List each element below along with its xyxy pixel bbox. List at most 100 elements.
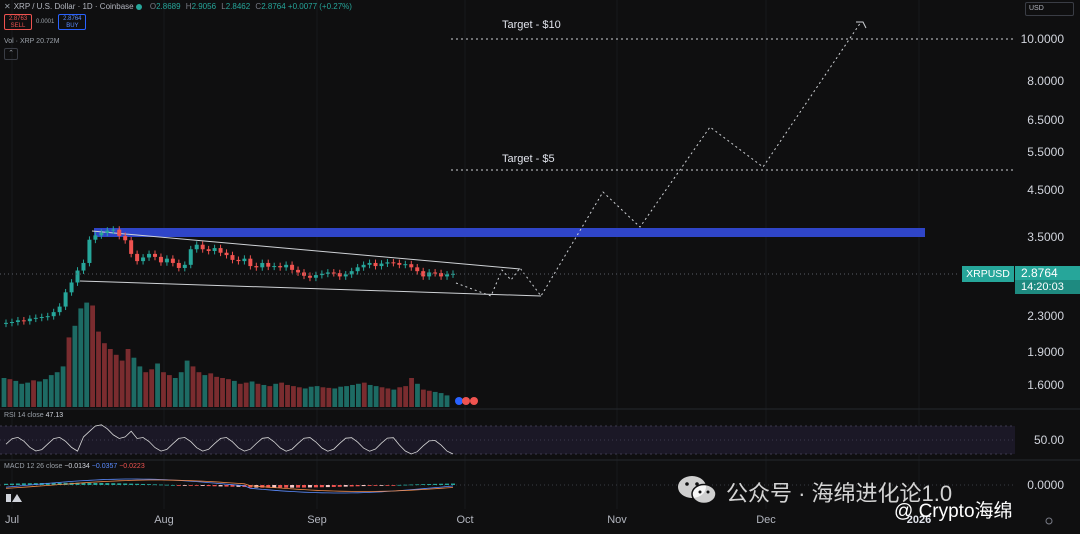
candle — [230, 255, 235, 260]
volume-bar — [438, 393, 444, 407]
sell-button[interactable]: 2.8763 SELL — [4, 14, 32, 30]
volume-bar — [332, 388, 338, 407]
spread-value: 0.0001 — [36, 19, 55, 25]
macd-bar — [170, 484, 175, 486]
macd-bar — [391, 485, 396, 486]
watermark-account: 公众号 · 海绵进化论1.0 — [726, 481, 953, 506]
candle — [272, 266, 277, 268]
candle — [373, 262, 378, 267]
macd-bar — [135, 483, 140, 485]
macd-bar — [230, 485, 235, 487]
volume-bar — [7, 379, 13, 407]
chevron-up-icon[interactable]: ⌃ — [4, 48, 18, 60]
candle — [415, 267, 420, 272]
candle — [57, 306, 62, 313]
macd-bar — [57, 482, 62, 485]
macd-bar — [153, 484, 157, 486]
macd-bar — [343, 485, 348, 487]
volume-bar — [403, 386, 409, 407]
volume-bar — [385, 388, 391, 407]
volume-bar — [420, 389, 426, 407]
candle — [385, 262, 390, 264]
candle — [355, 267, 360, 272]
volume-bar — [226, 379, 231, 407]
volume-bar — [202, 375, 208, 407]
rsi-axis-label: 50.00 — [1033, 433, 1064, 447]
wechat-icon — [678, 476, 717, 505]
macd-bar — [176, 485, 181, 486]
macd-legend: MACD 12 26 close −0.0134 −0.0357 −0.0223 — [4, 463, 145, 470]
watermark-author: @ Crypto海绵 — [894, 501, 1013, 522]
macd-bar — [141, 483, 146, 485]
volume-bar — [54, 372, 60, 407]
volume-bar — [90, 305, 95, 407]
currency-select[interactable]: USD — [1025, 2, 1074, 16]
low-value: 2.8462 — [225, 2, 251, 11]
volume-bar — [314, 386, 320, 407]
candle — [409, 264, 414, 268]
volume-legend: Vol · XRP 20.72M — [4, 38, 60, 45]
candle — [242, 258, 247, 262]
macd-bar — [248, 485, 253, 488]
macd-bar — [290, 485, 295, 488]
volume-bar — [231, 380, 237, 407]
volume-bar — [125, 349, 131, 407]
high-value: 2.9056 — [191, 2, 217, 11]
candle — [135, 253, 140, 262]
event-icons[interactable] — [455, 397, 478, 405]
trade-buttons: 2.8763 SELL 0.0001 2.8764 BUY — [4, 14, 87, 30]
volume-bar — [296, 387, 302, 407]
volume-bar — [190, 366, 196, 407]
volume-bar — [397, 387, 403, 407]
settings-gear-icon[interactable] — [1045, 517, 1053, 525]
volume-bar — [361, 382, 367, 407]
volume-bar — [415, 383, 420, 407]
macd-bar — [27, 483, 32, 485]
candle — [266, 262, 271, 267]
volume-bar — [350, 384, 355, 407]
candle — [349, 271, 354, 275]
macd-bar — [51, 482, 56, 485]
macd-bar — [337, 485, 342, 487]
candle — [379, 263, 384, 267]
volume-bar — [426, 390, 432, 407]
close-icon[interactable]: ✕ — [4, 2, 11, 11]
volume-bar — [137, 366, 143, 407]
macd-bar — [451, 483, 455, 485]
macd-bar — [45, 482, 50, 485]
candle — [206, 249, 211, 251]
candle — [69, 282, 74, 293]
rsi-band — [0, 426, 1015, 454]
candle — [75, 270, 80, 283]
volume-bar — [409, 378, 414, 407]
volume-bar — [1, 378, 7, 407]
volume-bar — [338, 386, 344, 407]
volume-bar — [220, 378, 225, 407]
candle — [307, 275, 312, 278]
candle — [397, 262, 402, 265]
macd-bar — [313, 485, 318, 488]
macd-bar — [224, 485, 229, 487]
macd-bar — [296, 485, 301, 488]
volume-bar — [367, 384, 373, 407]
candle — [21, 320, 26, 322]
macd-bar — [33, 483, 38, 485]
macd-bar — [21, 483, 26, 485]
candle — [445, 274, 450, 277]
candle — [343, 274, 348, 277]
volume-bar — [96, 331, 101, 407]
candle — [248, 258, 253, 267]
buy-button[interactable]: 2.8764 BUY — [58, 14, 87, 30]
candle — [439, 273, 444, 277]
volume-bar — [25, 382, 31, 407]
volume-bar — [72, 325, 78, 407]
macd-line — [5, 478, 454, 494]
macd-bar — [182, 485, 187, 486]
volume-bar — [196, 372, 202, 407]
volume-bar — [320, 387, 326, 407]
target-10-label: Target - $10 — [502, 19, 561, 31]
resistance-zone — [94, 228, 925, 237]
volume-bar — [214, 376, 220, 407]
open-value: 2.8689 — [156, 2, 181, 11]
